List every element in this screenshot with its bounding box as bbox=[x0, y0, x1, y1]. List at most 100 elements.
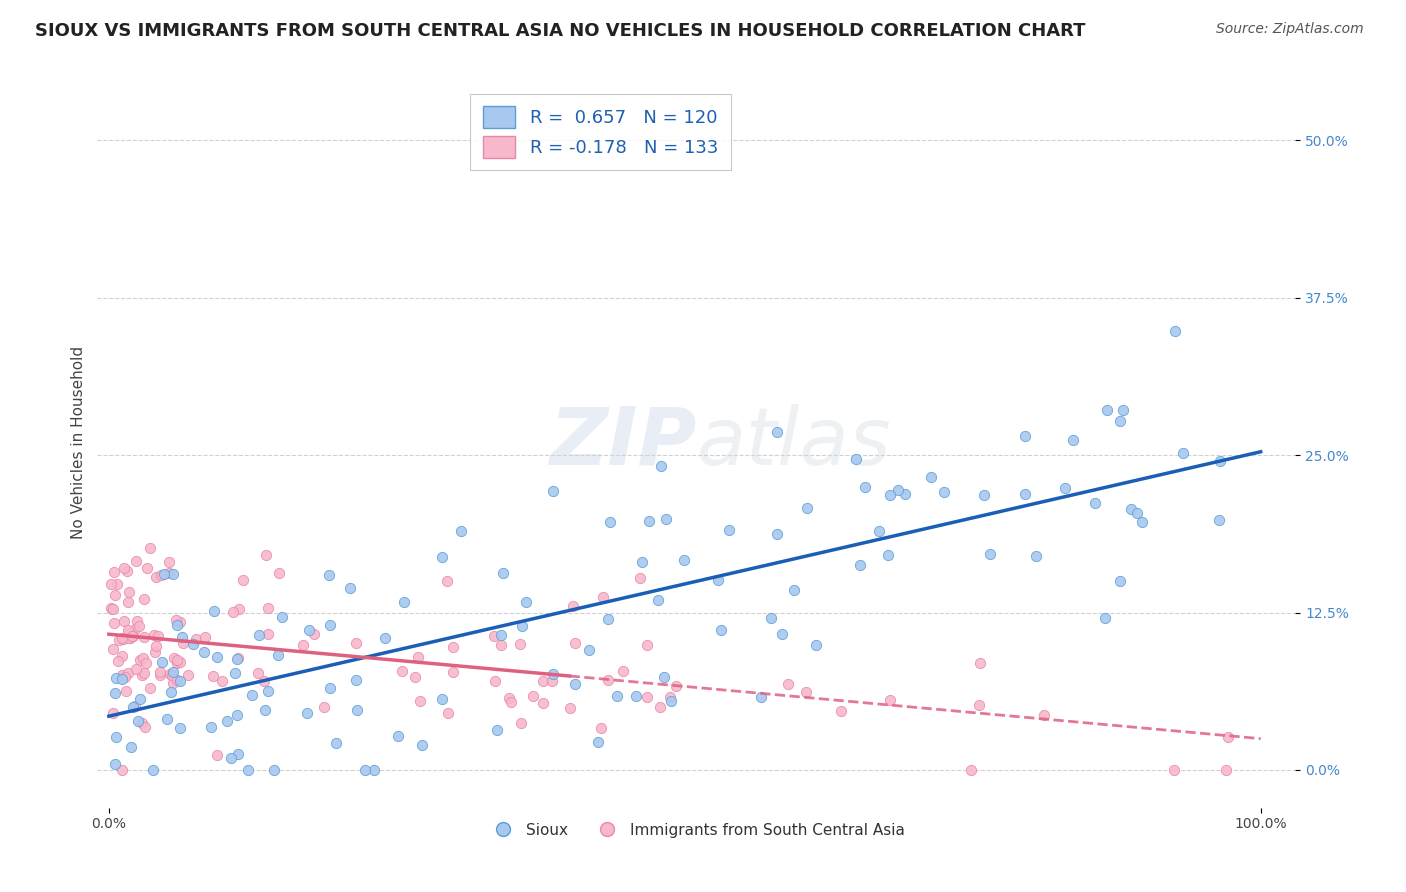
Point bbox=[339, 582, 361, 596]
Point bbox=[162, 567, 184, 582]
Point bbox=[253, 673, 276, 688]
Point bbox=[1163, 763, 1185, 777]
Point bbox=[430, 550, 453, 565]
Point bbox=[129, 691, 152, 706]
Point bbox=[101, 601, 124, 615]
Point bbox=[969, 656, 991, 670]
Point bbox=[111, 631, 134, 645]
Point bbox=[1097, 403, 1119, 417]
Point bbox=[485, 723, 508, 737]
Point bbox=[226, 747, 249, 761]
Point bbox=[117, 623, 139, 637]
Point bbox=[256, 627, 278, 641]
Point bbox=[169, 655, 191, 669]
Point bbox=[117, 631, 139, 645]
Point bbox=[132, 666, 155, 681]
Point bbox=[636, 690, 658, 705]
Point bbox=[160, 685, 183, 699]
Point bbox=[1215, 763, 1237, 777]
Point bbox=[177, 668, 200, 682]
Point bbox=[409, 694, 432, 708]
Point bbox=[659, 693, 682, 707]
Point bbox=[112, 632, 135, 646]
Point bbox=[652, 670, 675, 684]
Point bbox=[150, 655, 173, 669]
Point bbox=[298, 624, 321, 638]
Point bbox=[124, 622, 146, 636]
Point bbox=[111, 672, 134, 686]
Point bbox=[849, 558, 872, 572]
Point bbox=[979, 547, 1001, 561]
Point bbox=[499, 695, 522, 709]
Point bbox=[406, 649, 429, 664]
Point bbox=[783, 583, 806, 598]
Point bbox=[1109, 414, 1132, 428]
Point bbox=[969, 698, 991, 712]
Legend: Sioux, Immigrants from South Central Asia: Sioux, Immigrants from South Central Asi… bbox=[482, 817, 911, 844]
Point bbox=[806, 639, 828, 653]
Point bbox=[1109, 574, 1132, 588]
Point bbox=[139, 681, 162, 695]
Point bbox=[1084, 496, 1107, 510]
Point bbox=[845, 452, 868, 467]
Point bbox=[1209, 454, 1232, 468]
Point bbox=[112, 561, 135, 575]
Point bbox=[104, 730, 127, 744]
Point bbox=[153, 566, 176, 581]
Point bbox=[121, 629, 143, 643]
Point bbox=[1164, 324, 1187, 338]
Point bbox=[592, 591, 614, 605]
Point bbox=[650, 458, 672, 473]
Point bbox=[186, 632, 208, 646]
Text: SIOUX VS IMMIGRANTS FROM SOUTH CENTRAL ASIA NO VEHICLES IN HOUSEHOLD CORRELATION: SIOUX VS IMMIGRANTS FROM SOUTH CENTRAL A… bbox=[35, 22, 1085, 40]
Point bbox=[121, 629, 143, 643]
Point bbox=[132, 592, 155, 607]
Point bbox=[146, 629, 169, 643]
Point bbox=[877, 548, 900, 562]
Point bbox=[531, 674, 554, 689]
Point bbox=[591, 722, 613, 736]
Point bbox=[219, 751, 242, 765]
Point bbox=[225, 707, 247, 722]
Point bbox=[256, 684, 278, 698]
Point bbox=[149, 668, 172, 682]
Point bbox=[247, 666, 270, 681]
Point bbox=[104, 757, 127, 772]
Point bbox=[392, 595, 415, 609]
Point bbox=[631, 555, 654, 569]
Point bbox=[103, 615, 125, 630]
Point bbox=[578, 643, 600, 657]
Point bbox=[543, 667, 565, 681]
Point bbox=[131, 668, 153, 682]
Point bbox=[510, 619, 533, 633]
Point bbox=[868, 524, 890, 538]
Point bbox=[498, 691, 520, 706]
Point bbox=[344, 673, 367, 687]
Point bbox=[117, 594, 139, 608]
Point bbox=[118, 626, 141, 640]
Point bbox=[166, 657, 188, 671]
Point bbox=[157, 556, 180, 570]
Point bbox=[267, 648, 290, 663]
Point bbox=[107, 632, 129, 647]
Point bbox=[247, 628, 270, 642]
Point bbox=[319, 618, 342, 632]
Point bbox=[201, 669, 224, 683]
Point bbox=[354, 763, 377, 777]
Point bbox=[217, 714, 239, 728]
Point bbox=[1054, 481, 1077, 495]
Point bbox=[107, 653, 129, 667]
Point bbox=[1025, 549, 1047, 564]
Point bbox=[118, 631, 141, 645]
Point bbox=[1094, 610, 1116, 624]
Point bbox=[387, 729, 409, 743]
Point bbox=[932, 484, 955, 499]
Point bbox=[240, 688, 263, 702]
Point bbox=[100, 601, 122, 615]
Point bbox=[222, 605, 245, 619]
Point bbox=[879, 488, 901, 502]
Point bbox=[232, 574, 254, 588]
Point bbox=[162, 665, 184, 680]
Point bbox=[558, 701, 581, 715]
Point bbox=[1171, 446, 1194, 460]
